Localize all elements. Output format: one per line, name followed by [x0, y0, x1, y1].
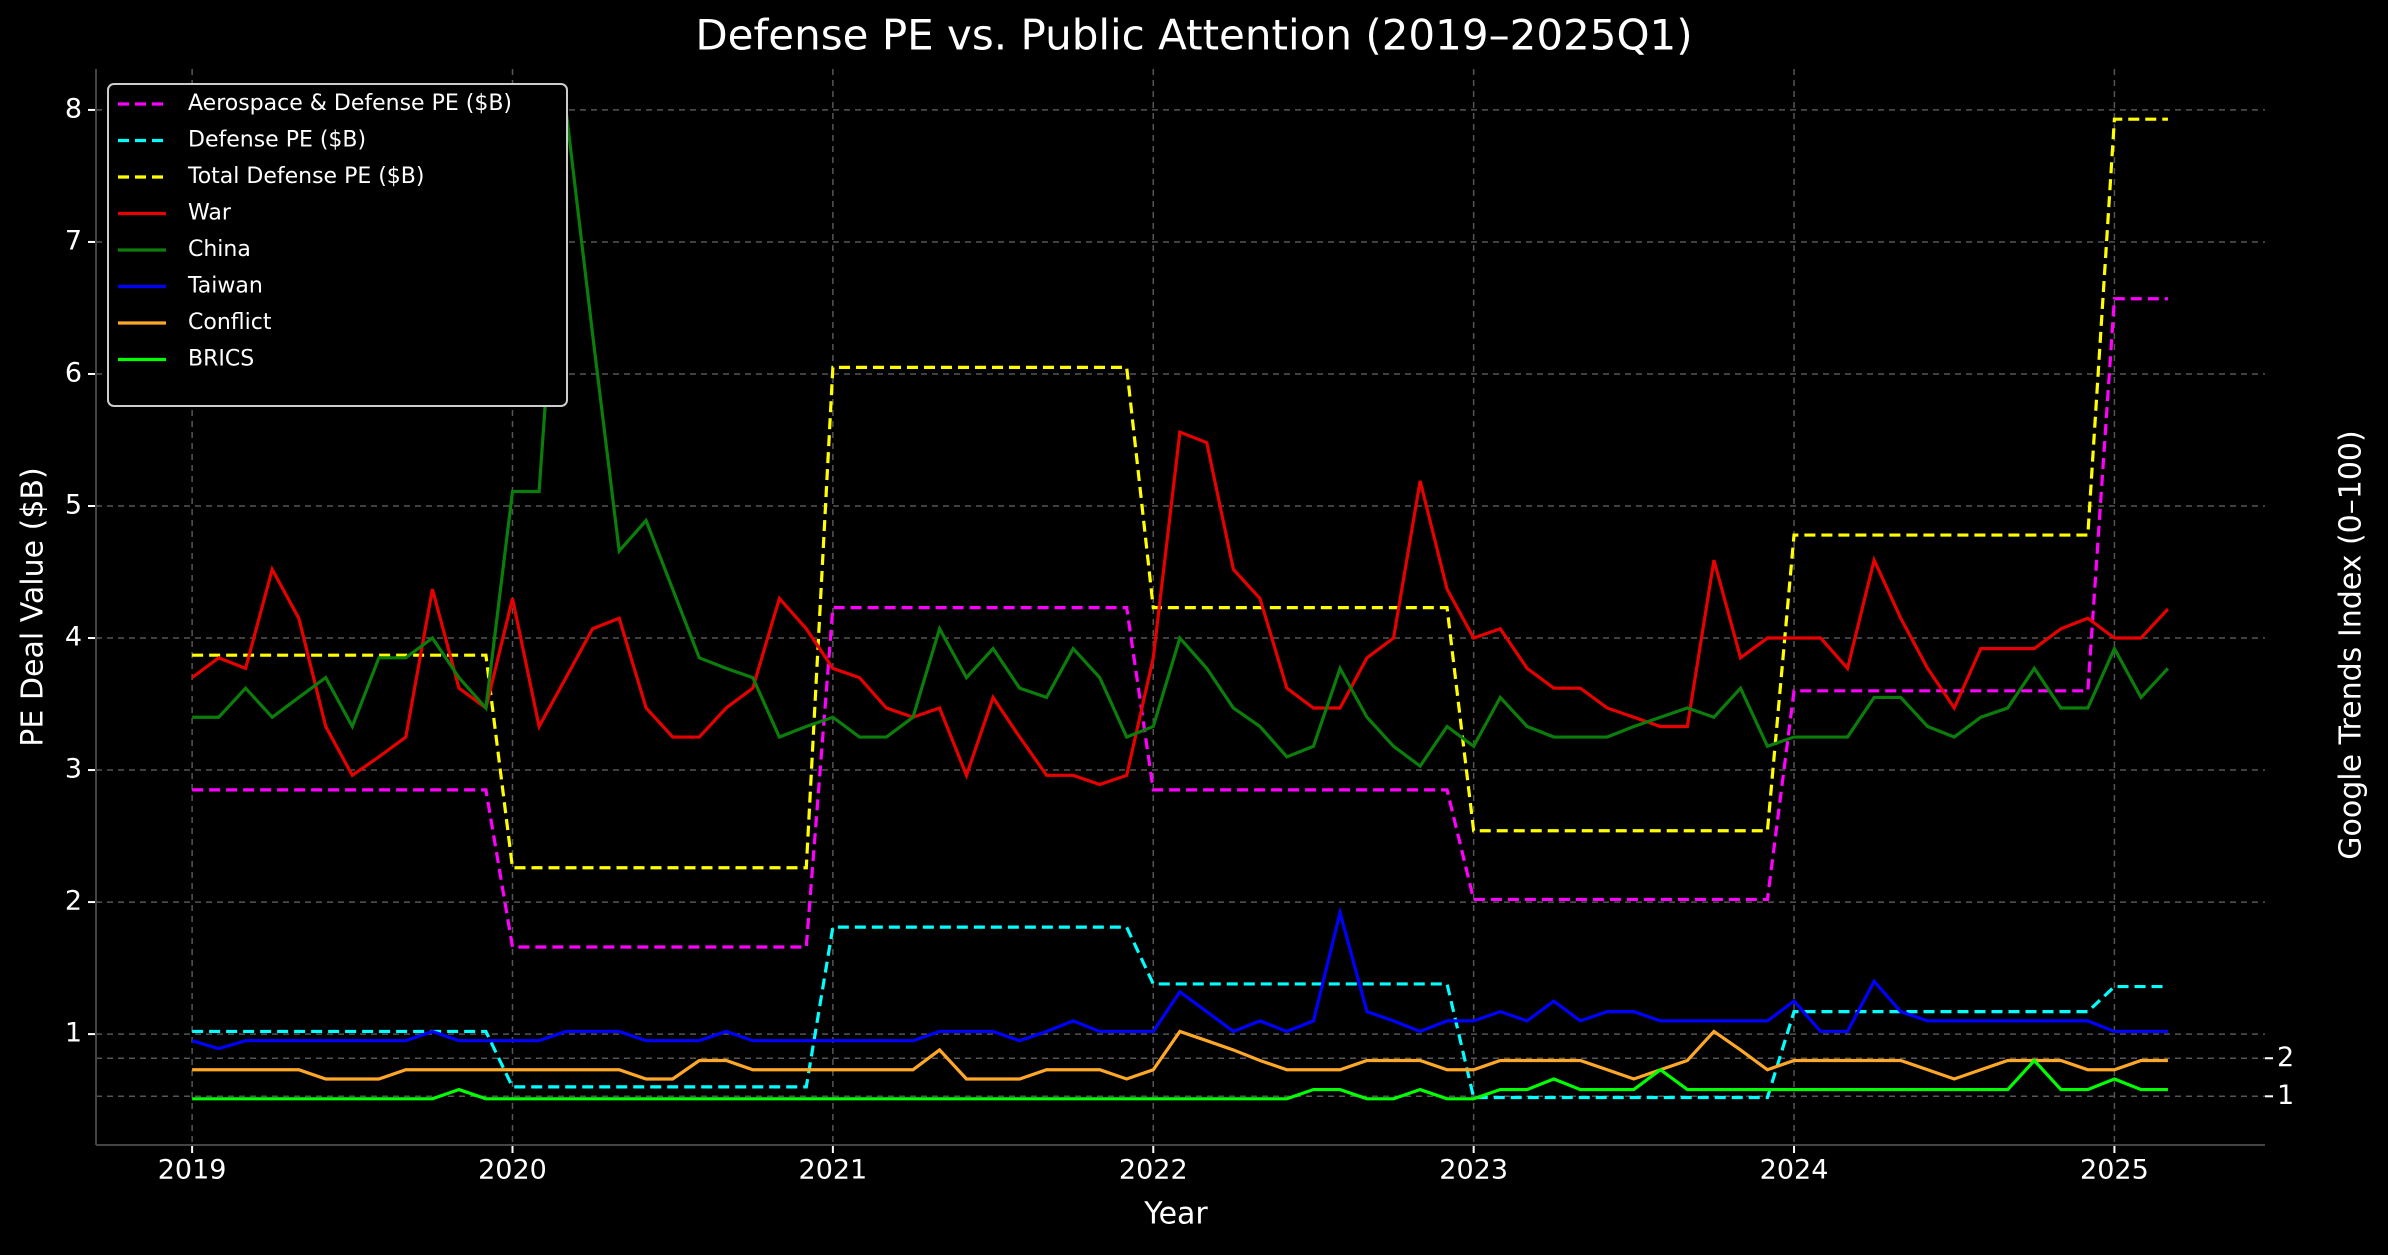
x-tick-label: 2023 [1439, 1155, 1508, 1186]
y-tick-label: 3 [65, 754, 82, 785]
series-line [192, 1029, 2168, 1081]
legend-label: Taiwan [187, 274, 263, 299]
x-tick-label: 2024 [1760, 1155, 1829, 1186]
y2-tick-label: 1 [2277, 1080, 2294, 1111]
legend-label: BRICS [188, 347, 254, 372]
legend-label: War [188, 201, 232, 226]
x-tick-label: 2020 [478, 1155, 547, 1186]
y-tick-label: 7 [65, 225, 82, 256]
y-tick-label: 4 [65, 622, 82, 653]
y-tick-label: 6 [65, 357, 82, 388]
series-line [192, 925, 2168, 1100]
x-tick-label: 2025 [2080, 1155, 2149, 1186]
y-tick-label: 5 [65, 490, 82, 521]
y-tick-label: 2 [65, 886, 82, 917]
x-tick-label: 2019 [158, 1155, 227, 1186]
legend-label: Conflict [188, 310, 272, 335]
x-axis-label: Year [1143, 1197, 1208, 1232]
x-tick-label: 2021 [799, 1155, 868, 1186]
legend-box [107, 83, 568, 407]
y2-tick-label: 2 [2277, 1042, 2294, 1073]
y-axis-label: PE Deal Value ($B) [16, 467, 51, 746]
series-line [191, 906, 2168, 1051]
y-tick-label: 8 [65, 93, 82, 124]
series-line [192, 117, 2168, 870]
legend-label: Defense PE ($B) [188, 128, 366, 153]
legend-label: China [188, 237, 251, 262]
x-tick-label: 2022 [1119, 1155, 1188, 1186]
y-tick-label: 1 [65, 1018, 82, 1049]
y2-axis-label: Google Trends Index (0–100) [2334, 430, 2369, 859]
series-line [191, 429, 2170, 787]
series-line [192, 1058, 2168, 1101]
series-line [192, 109, 2170, 769]
legend-label: Aerospace & Defense PE ($B) [188, 91, 512, 116]
chart-title: Defense PE vs. Public Attention (2019–20… [695, 11, 1692, 60]
series-line [192, 297, 2168, 949]
legend-label: Total Defense PE ($B) [187, 164, 424, 189]
